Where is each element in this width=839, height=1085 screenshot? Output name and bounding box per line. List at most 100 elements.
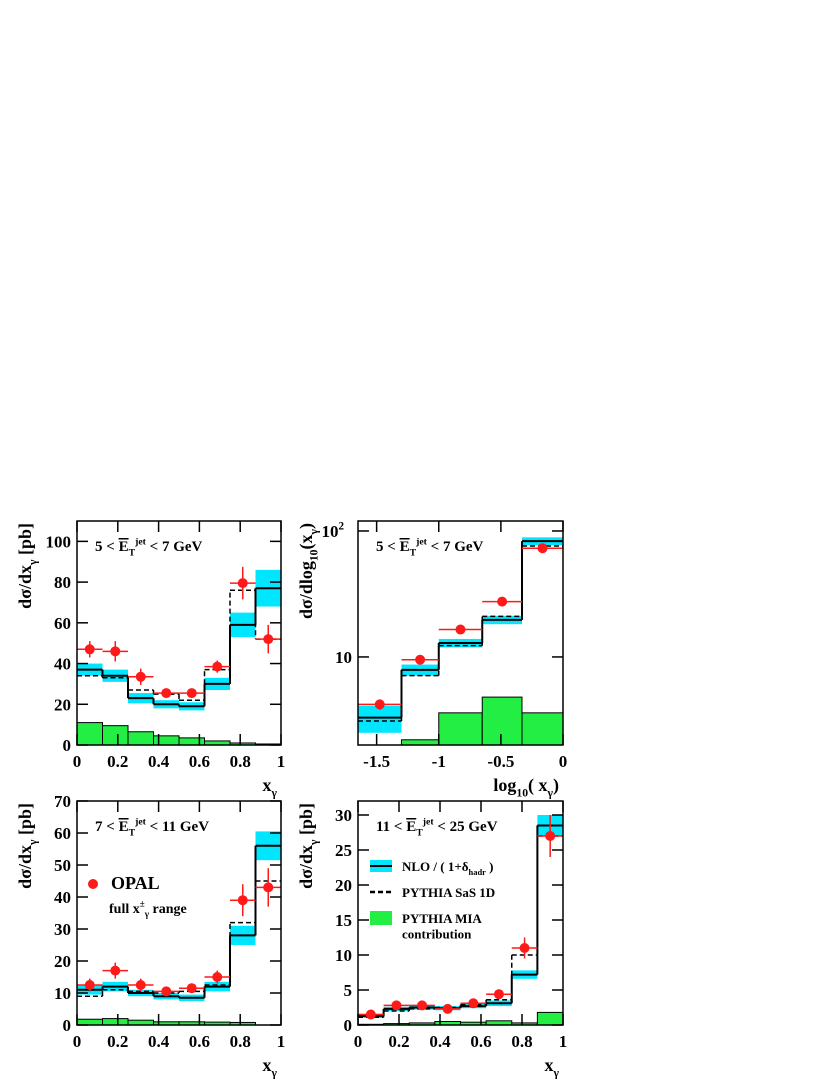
text-part: γ [271, 786, 278, 799]
x-axis-label: xγ [545, 1055, 560, 1079]
text-part: T [416, 828, 423, 839]
data-point [186, 983, 197, 994]
y-tick-label: 10 [54, 984, 71, 1003]
x-tick-label: 0.8 [511, 1032, 532, 1051]
x-tick-label: 0.4 [148, 1032, 170, 1051]
text-part: dσ/dlog [296, 561, 316, 619]
data-point [212, 661, 223, 672]
y-tick-label: 40 [54, 655, 71, 674]
y-tick-label: 0 [63, 1016, 72, 1035]
mia-bar [127, 731, 154, 745]
data-point [161, 688, 172, 699]
text-part: ) [486, 859, 494, 874]
text-part: γ [26, 839, 39, 846]
text-part: < 11 GeV [146, 819, 209, 835]
x-tick-label: -0.5 [487, 752, 514, 771]
data-point [545, 831, 556, 841]
text-part: 10 [321, 522, 338, 541]
y-axis-label: dσ/dxγ [pb] [15, 803, 39, 889]
text-part: dσ/dx [15, 565, 35, 609]
x-axis-label: log10( xγ) [493, 775, 559, 799]
y-tick-label: 20 [335, 876, 352, 895]
y-tick-label: 10 [335, 648, 352, 667]
mia-bar [178, 737, 205, 745]
plot-area [358, 815, 563, 1025]
text-part: < 25 GeV [434, 819, 498, 835]
text-part: γ [26, 559, 39, 566]
text-part: log [493, 775, 516, 795]
data-point [391, 1000, 402, 1011]
data-point [468, 998, 479, 1009]
y-tick-label: 60 [54, 824, 71, 843]
text-part: NLO / ( 1+δ [402, 859, 469, 874]
text-part: E [119, 819, 129, 835]
plot-area [77, 831, 281, 1025]
x-tick-label: 0 [73, 752, 82, 771]
text-part: [pb] [15, 523, 35, 560]
text-part: T [410, 548, 417, 559]
mia-bar [102, 1018, 129, 1025]
text-part: jet [134, 536, 147, 547]
data-point [263, 634, 274, 645]
text-part: γ [144, 909, 150, 919]
text-part: T [129, 548, 136, 559]
x-tick-label: 0.6 [189, 752, 210, 771]
legend-label: OPAL [111, 873, 160, 893]
x-tick-label: 1 [277, 752, 286, 771]
text-part: (x [296, 534, 317, 549]
data-point [135, 671, 146, 682]
x-tick-label: -1 [432, 752, 446, 771]
x-axis-label: xγ [263, 1055, 278, 1079]
text-part: [pb] [15, 803, 35, 840]
text-part: contribution [402, 927, 472, 942]
y-tick-label: 80 [54, 573, 71, 592]
x-tick-label: 0 [354, 1032, 363, 1051]
x-tick-label: 0.6 [189, 1032, 210, 1051]
text-part: 7 < [95, 819, 119, 835]
text-part: 2 [338, 520, 344, 532]
text-part: [pb] [296, 803, 316, 840]
y-tick-label: 0 [344, 1016, 353, 1035]
nlo-band [358, 705, 402, 733]
y-tick-label: 100 [46, 532, 72, 551]
text-part: ± [140, 899, 145, 909]
text-part: ) [296, 523, 317, 529]
y-tick-label: 40 [54, 888, 71, 907]
text-part: E [119, 539, 129, 555]
mia-bar [77, 1018, 103, 1025]
y-tick-label: 60 [54, 614, 71, 633]
text-part: γ [271, 1066, 278, 1079]
text-part: x [545, 1055, 554, 1075]
x-tick-label: 1 [277, 1032, 286, 1051]
text-part: PYTHIA MIA [402, 911, 482, 926]
y-tick-label: 25 [335, 841, 352, 860]
data-point [84, 980, 95, 990]
y-tick-label: 15 [335, 911, 352, 930]
data-point [415, 654, 426, 665]
mia-bar [521, 712, 563, 745]
data-point [110, 646, 121, 657]
data-point [442, 1003, 453, 1014]
text-part: ( x [528, 775, 548, 796]
mia-bar [400, 739, 440, 745]
text-part: < 7 GeV [427, 539, 484, 555]
data-point [135, 980, 146, 990]
x-tick-label: 0.2 [107, 1032, 128, 1051]
data-point [455, 624, 466, 635]
frame [357, 520, 564, 746]
data-point [497, 596, 508, 607]
legend-label: PYTHIA SaS 1D [402, 885, 495, 900]
text-part: dσ/dx [296, 845, 316, 889]
y-tick-label: 10 [335, 946, 352, 965]
y-tick-label: 30 [335, 806, 352, 825]
text-part: x [263, 775, 272, 795]
legend-swatch [370, 911, 392, 925]
y-axis-label: dσ/dlog10(xγ) [296, 523, 320, 619]
panel: 0 0.2 0.4 0.6 0.8 1 0 20 40 60 80 100 5 < ETjet < 7 … [15, 520, 286, 799]
data-point [519, 943, 530, 953]
text-part: γ [553, 1066, 560, 1079]
y-tick-label: 20 [54, 695, 71, 714]
plot-area [358, 537, 563, 745]
